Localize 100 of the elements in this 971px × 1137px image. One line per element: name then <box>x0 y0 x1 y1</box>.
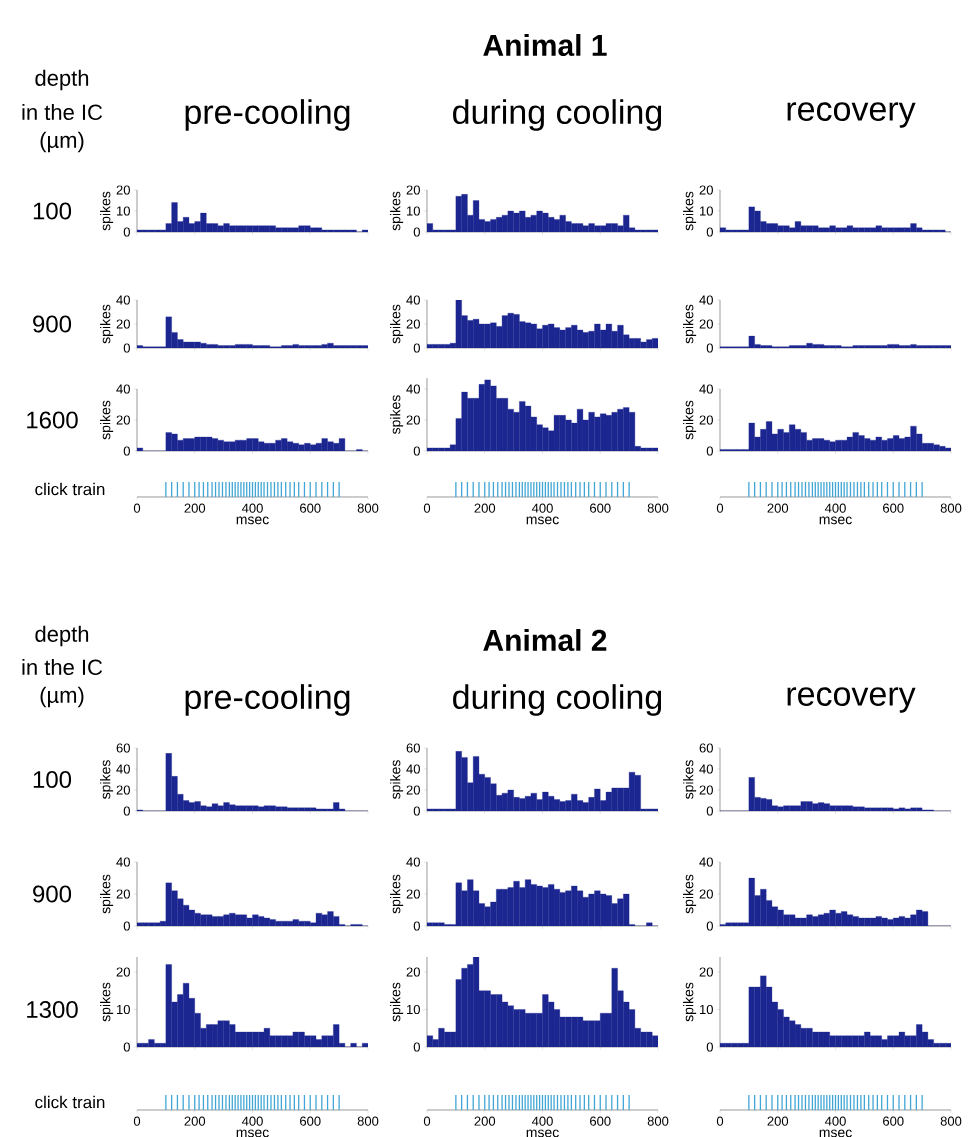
text: 100 <box>33 771 72 788</box>
y-tick-label: 20 <box>699 889 713 899</box>
y-tick-label: 0 <box>706 446 713 456</box>
y-tick-label: 20 <box>699 967 713 977</box>
y-tick-label: 0 <box>706 227 713 237</box>
chart-title: during cooling <box>453 99 662 131</box>
y-tick-label: 0 <box>123 446 130 456</box>
y-axis-title: spikes <box>100 191 114 231</box>
x-tick-label: 0 <box>716 503 724 513</box>
y-axis-title: spikes <box>683 760 697 799</box>
y-axis-title: spikes <box>683 982 697 1022</box>
x-tick-label: 800 <box>357 503 379 513</box>
y-tick-label: 40 <box>116 384 130 394</box>
x-tick-label: 600 <box>590 1116 611 1126</box>
x-tick-label: 0 <box>423 1116 431 1126</box>
x-tick-label: 200 <box>184 503 206 513</box>
x-tick-label: 200 <box>767 1116 789 1126</box>
x-tick-label: 0 <box>133 503 141 513</box>
y-axis-title: spikes <box>100 982 114 1022</box>
y-tick-label: 20 <box>406 889 420 899</box>
y-axis-title: spikes <box>100 400 114 440</box>
y-axis-title: spikes <box>390 760 404 799</box>
y-tick-label: 0 <box>123 921 130 931</box>
y-tick-label: 40 <box>116 764 130 774</box>
y-tick-label: 10 <box>116 1004 130 1015</box>
text: (µm) <box>40 686 84 708</box>
y-tick-label: 0 <box>413 806 420 816</box>
text: Animal 2 <box>483 628 607 652</box>
y-tick-label: 40 <box>406 295 420 305</box>
text: (µm) <box>40 131 84 153</box>
chart-title: during cooling <box>453 684 662 716</box>
y-tick-label: 20 <box>406 967 420 977</box>
x-tick-label: 0 <box>423 503 431 513</box>
x-tick-label: 600 <box>300 503 321 513</box>
y-tick-label: 0 <box>706 921 713 931</box>
y-tick-label: 40 <box>699 384 713 394</box>
y-axis-title: spikes <box>683 191 697 231</box>
y-axis-title: spikes <box>683 874 697 914</box>
y-tick-label: 10 <box>699 1004 713 1015</box>
text: 1600 <box>27 411 78 429</box>
x-tick-label: 400 <box>241 503 263 513</box>
x-axis-title: msec <box>526 516 559 525</box>
y-axis-title: spikes <box>390 191 404 231</box>
x-tick-label: 200 <box>184 1116 206 1126</box>
x-axis-title: msec <box>236 516 269 525</box>
y-tick-label: 20 <box>406 415 420 425</box>
y-tick-label: 40 <box>406 764 420 774</box>
text: 900 <box>33 315 72 333</box>
y-axis-title: spikes <box>683 304 697 344</box>
y-tick-label: 10 <box>406 206 420 216</box>
y-tick-label: 0 <box>123 227 130 237</box>
y-axis-title: spikes <box>100 760 114 799</box>
y-tick-label: 40 <box>406 857 420 867</box>
y-tick-label: 20 <box>699 319 713 329</box>
y-axis-title: spikes <box>390 982 404 1022</box>
x-axis-title: msec <box>236 1129 269 1137</box>
text: Animal 1 <box>483 33 607 57</box>
x-axis-title: msec <box>819 1129 852 1137</box>
y-tick-label: 10 <box>699 206 713 216</box>
text: 1300 <box>27 1001 78 1018</box>
y-axis-title: spikes <box>390 395 404 435</box>
x-tick-label: 400 <box>531 1116 553 1126</box>
x-tick-label: 800 <box>647 503 669 513</box>
y-tick-label: 20 <box>116 319 130 329</box>
x-tick-label: 0 <box>133 1116 141 1126</box>
y-tick-label: 0 <box>413 343 420 353</box>
y-tick-label: 40 <box>116 857 130 867</box>
text: 900 <box>33 885 72 903</box>
y-tick-label: 0 <box>706 1042 713 1052</box>
x-tick-label: 400 <box>824 1116 846 1126</box>
y-tick-label: 0 <box>413 1042 420 1052</box>
y-axis-title: spikes <box>390 304 404 344</box>
chart-title: recovery <box>787 102 916 128</box>
text: depth <box>35 625 89 647</box>
text: in the IC <box>22 103 103 121</box>
x-tick-label: 400 <box>824 503 846 513</box>
y-tick-label: 20 <box>699 415 713 425</box>
y-tick-label: 20 <box>116 785 130 795</box>
x-tick-label: 600 <box>883 1116 904 1126</box>
y-tick-label: 20 <box>116 889 130 899</box>
x-axis-title: msec <box>819 516 852 525</box>
chart-title: recovery <box>787 687 916 713</box>
y-axis-title: spikes <box>683 400 697 440</box>
text: click train <box>35 1095 105 1109</box>
y-tick-label: 0 <box>123 343 130 353</box>
x-tick-label: 200 <box>767 503 789 513</box>
text: in the IC <box>22 658 103 676</box>
x-tick-label: 800 <box>357 1116 379 1126</box>
x-tick-label: 800 <box>940 1116 962 1126</box>
y-tick-label: 60 <box>699 743 713 753</box>
x-tick-label: 200 <box>474 503 496 513</box>
y-axis-title: spikes <box>390 874 404 914</box>
y-tick-label: 0 <box>413 227 420 237</box>
y-tick-label: 10 <box>116 206 130 216</box>
y-tick-label: 40 <box>406 384 420 394</box>
y-tick-label: 0 <box>706 343 713 353</box>
y-tick-label: 20 <box>406 185 420 195</box>
text: click train <box>35 482 105 496</box>
y-tick-label: 10 <box>406 1004 420 1015</box>
y-axis-title: spikes <box>100 304 114 344</box>
